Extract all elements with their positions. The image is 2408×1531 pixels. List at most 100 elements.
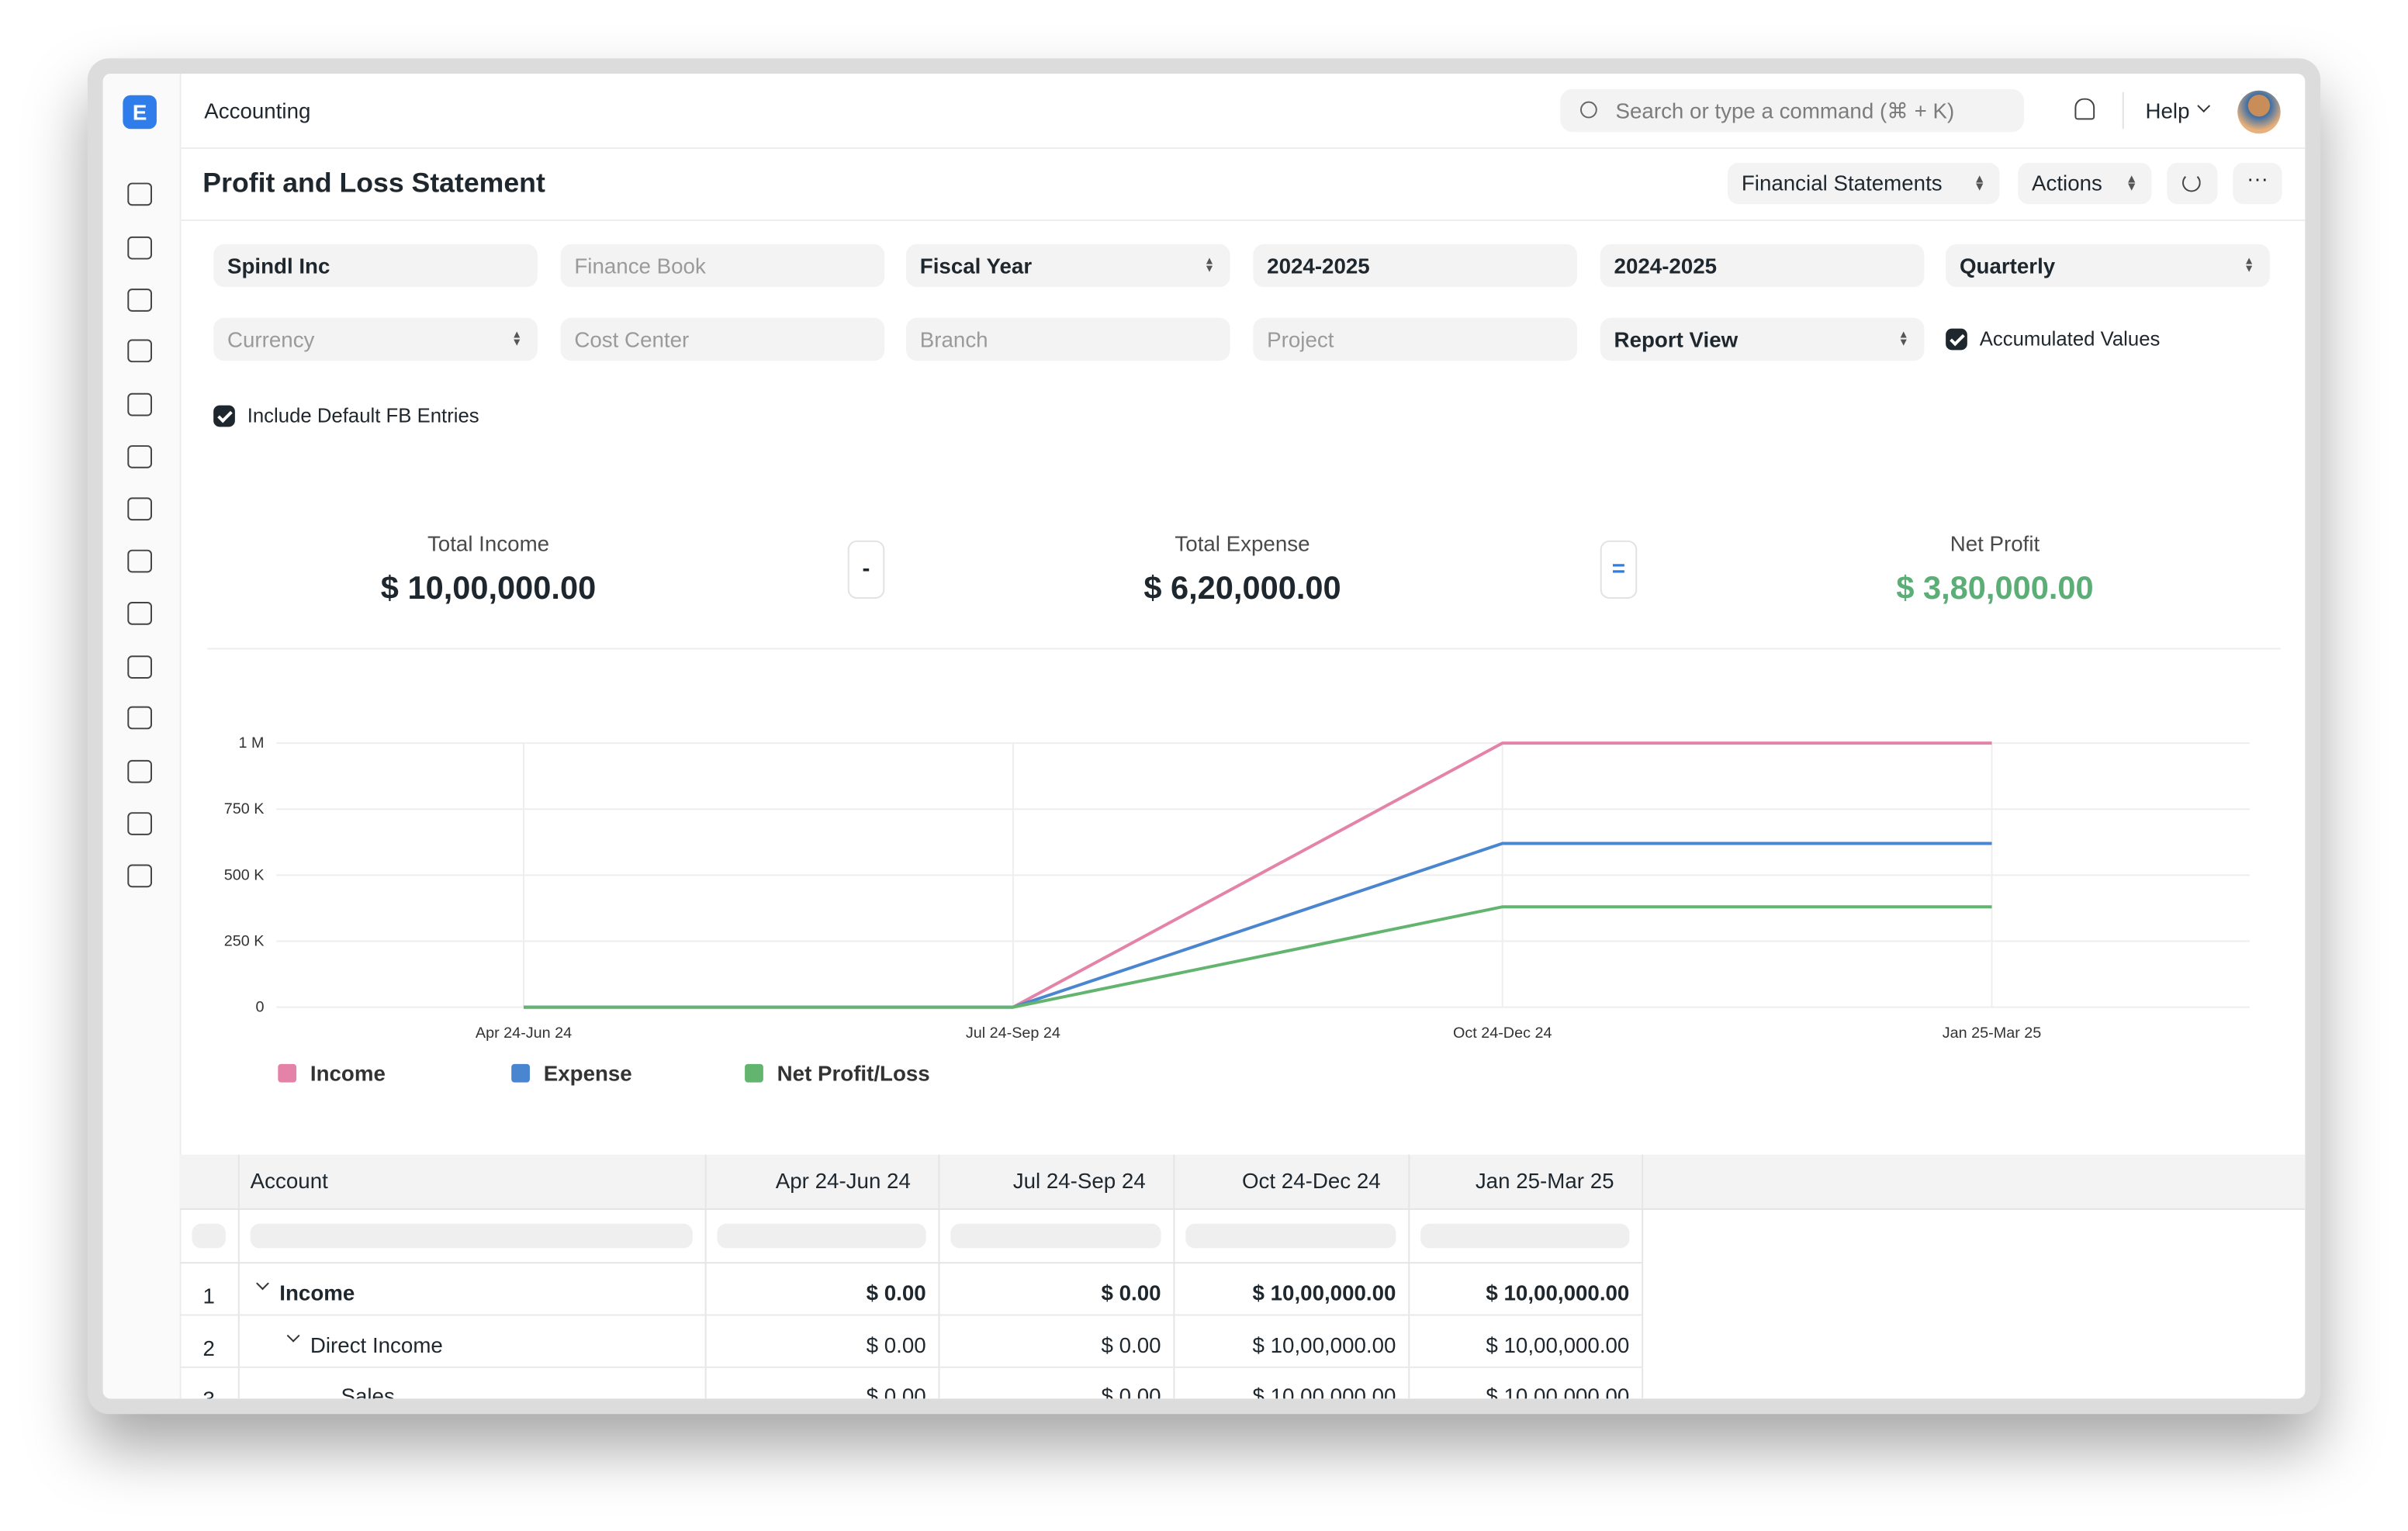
sidebar-icon[interactable] xyxy=(127,445,152,468)
filter-field[interactable]: Cost Center xyxy=(560,317,885,361)
select-arrows: ▲ ▼ xyxy=(1973,171,1986,194)
header-button[interactable]: Actions ▲ ▼ xyxy=(2018,162,2152,205)
legend-swatch xyxy=(511,1063,530,1083)
search-placeholder[interactable]: Search or type a command (⌘ + K) xyxy=(1615,98,1955,123)
summary-operator: - xyxy=(847,540,885,600)
amount-cell: $ 10,00,000.00 xyxy=(1252,1383,1396,1399)
filter-field[interactable]: Project xyxy=(1253,317,1578,361)
header-button[interactable]: Financial Statements ▲ ▼ xyxy=(1728,162,2000,205)
sidebar-icon[interactable] xyxy=(127,812,152,835)
sidebar-icon[interactable] xyxy=(127,655,152,679)
report-table: Account Apr 24-Jun 24 Jul 24-Sep 24 Oct 24-… xyxy=(179,1154,2306,1399)
sidebar-icon[interactable] xyxy=(127,236,152,260)
sidebar-icon[interactable] xyxy=(127,392,152,416)
select-arrows: ▲ ▼ xyxy=(2244,256,2255,275)
more-button[interactable]: ··· xyxy=(2233,162,2282,205)
x-tick-label: Jul 24-Sep 24 xyxy=(966,1025,1060,1042)
select-arrows: ▲ ▼ xyxy=(1898,330,1909,349)
notification-bell[interactable] xyxy=(2074,98,2095,120)
column-filter[interactable] xyxy=(1185,1223,1396,1249)
amount-cell: $ 0.00 xyxy=(866,1280,926,1305)
y-tick-label: 1 M xyxy=(239,734,265,752)
filter-field[interactable]: 2024-2025 xyxy=(1600,244,1925,288)
app: 0 250 K 500 K 750 K 1 M Apr 24-Jun 24 Jul 24-S… xyxy=(102,74,2306,1399)
column-header[interactable]: Oct 24-Dec 24 xyxy=(1241,1168,1381,1194)
x-tick-label: Jan 25-Mar 25 xyxy=(1943,1025,2042,1042)
page-title: Profit and Loss Statement xyxy=(202,167,545,199)
checkbox-label[interactable]: Accumulated Values xyxy=(1979,327,2161,351)
account-cell[interactable]: Sales xyxy=(341,1383,395,1399)
legend-swatch xyxy=(278,1063,297,1083)
x-tick-label: Oct 24-Dec 24 xyxy=(1453,1025,1552,1042)
amount-cell: $ 10,00,000.00 xyxy=(1486,1332,1630,1357)
sidebar-icon[interactable] xyxy=(127,706,152,730)
breadcrumb[interactable]: Accounting xyxy=(204,98,311,123)
row-border xyxy=(179,1366,1642,1368)
summary-value: $ 10,00,000.00 xyxy=(380,571,597,607)
amount-cell: $ 0.00 xyxy=(1101,1332,1161,1357)
summary-label: Total Income xyxy=(427,530,550,556)
sidebar-icon[interactable] xyxy=(127,864,152,888)
column-filter[interactable] xyxy=(192,1223,226,1249)
y-tick-label: 0 xyxy=(255,999,264,1016)
amount-cell: $ 10,00,000.00 xyxy=(1486,1383,1630,1399)
y-tick-label: 750 K xyxy=(224,800,265,817)
search-box[interactable]: Search or type a command (⌘ + K) xyxy=(1560,88,2025,133)
refresh-icon xyxy=(2181,173,2201,192)
help-menu[interactable]: Help xyxy=(2145,98,2190,123)
row-toggle[interactable] xyxy=(286,1329,300,1343)
sidebar xyxy=(102,74,182,1399)
user-avatar[interactable] xyxy=(2237,90,2281,134)
checkbox[interactable] xyxy=(1946,328,1967,351)
filter-field[interactable]: Branch xyxy=(905,317,1230,361)
column-header[interactable]: Account xyxy=(250,1168,328,1194)
row-toggle[interactable] xyxy=(256,1277,269,1291)
sidebar-icon[interactable] xyxy=(127,339,152,363)
column-filter[interactable] xyxy=(250,1223,693,1249)
column-filter[interactable] xyxy=(950,1223,1161,1249)
legend-label: Income xyxy=(310,1062,386,1086)
column-separator xyxy=(938,1154,940,1399)
sidebar-icon[interactable] xyxy=(127,549,152,573)
checkbox[interactable] xyxy=(213,405,235,427)
header-divider xyxy=(179,219,2306,222)
sidebar-icon[interactable] xyxy=(127,289,152,312)
legend-swatch xyxy=(745,1063,763,1083)
checkbox-label[interactable]: Include Default FB Entries xyxy=(247,403,479,427)
row-number: 1 xyxy=(202,1283,215,1308)
account-cell[interactable]: Direct Income xyxy=(310,1332,443,1357)
column-separator xyxy=(1408,1154,1410,1399)
select-arrows: ▲ ▼ xyxy=(2125,171,2138,194)
chart: 0 250 K 500 K 750 K 1 M Apr 24-Jun 24 Jul 24-S… xyxy=(224,734,2251,1086)
summary-value: $ 3,80,000.00 xyxy=(1896,571,2094,607)
summary-operator: = xyxy=(1600,540,1638,600)
amount-cell: $ 10,00,000.00 xyxy=(1252,1280,1396,1305)
y-tick-label: 500 K xyxy=(224,866,265,883)
filter-field[interactable]: Currency ▲ ▼ xyxy=(213,317,538,361)
column-header[interactable]: Apr 24-Jun 24 xyxy=(775,1168,911,1194)
sidebar-icon[interactable] xyxy=(127,759,152,783)
table-header xyxy=(179,1154,2306,1210)
column-header[interactable]: Jul 24-Sep 24 xyxy=(1012,1168,1146,1194)
sidebar-icon[interactable] xyxy=(127,497,152,521)
filter-field[interactable]: Spindl Inc xyxy=(213,244,538,288)
column-filter[interactable] xyxy=(1420,1223,1630,1249)
legend-label: Expense xyxy=(544,1062,632,1086)
column-header[interactable]: Jan 25-Mar 25 xyxy=(1475,1168,1614,1194)
window: 0 250 K 500 K 750 K 1 M Apr 24-Jun 24 Jul 24-S… xyxy=(87,58,2321,1415)
filter-row-border xyxy=(179,1262,1642,1264)
filter-field[interactable]: 2024-2025 xyxy=(1253,244,1578,288)
row-number: 2 xyxy=(202,1336,215,1360)
column-filter[interactable] xyxy=(717,1223,926,1249)
amount-cell: $ 0.00 xyxy=(1101,1383,1161,1399)
sidebar-icon[interactable] xyxy=(127,601,152,625)
amount-cell: $ 10,00,000.00 xyxy=(1252,1332,1396,1357)
app-logo[interactable]: E xyxy=(123,95,157,130)
filter-field[interactable]: Quarterly ▲ ▼ xyxy=(1946,244,2270,288)
account-cell[interactable]: Income xyxy=(279,1280,355,1305)
filter-field[interactable]: Finance Book xyxy=(560,244,885,288)
filter-field[interactable]: Report View ▲ ▼ xyxy=(1600,317,1925,361)
sidebar-icon[interactable] xyxy=(127,182,152,206)
filter-field[interactable]: Fiscal Year ▲ ▼ xyxy=(905,244,1230,288)
